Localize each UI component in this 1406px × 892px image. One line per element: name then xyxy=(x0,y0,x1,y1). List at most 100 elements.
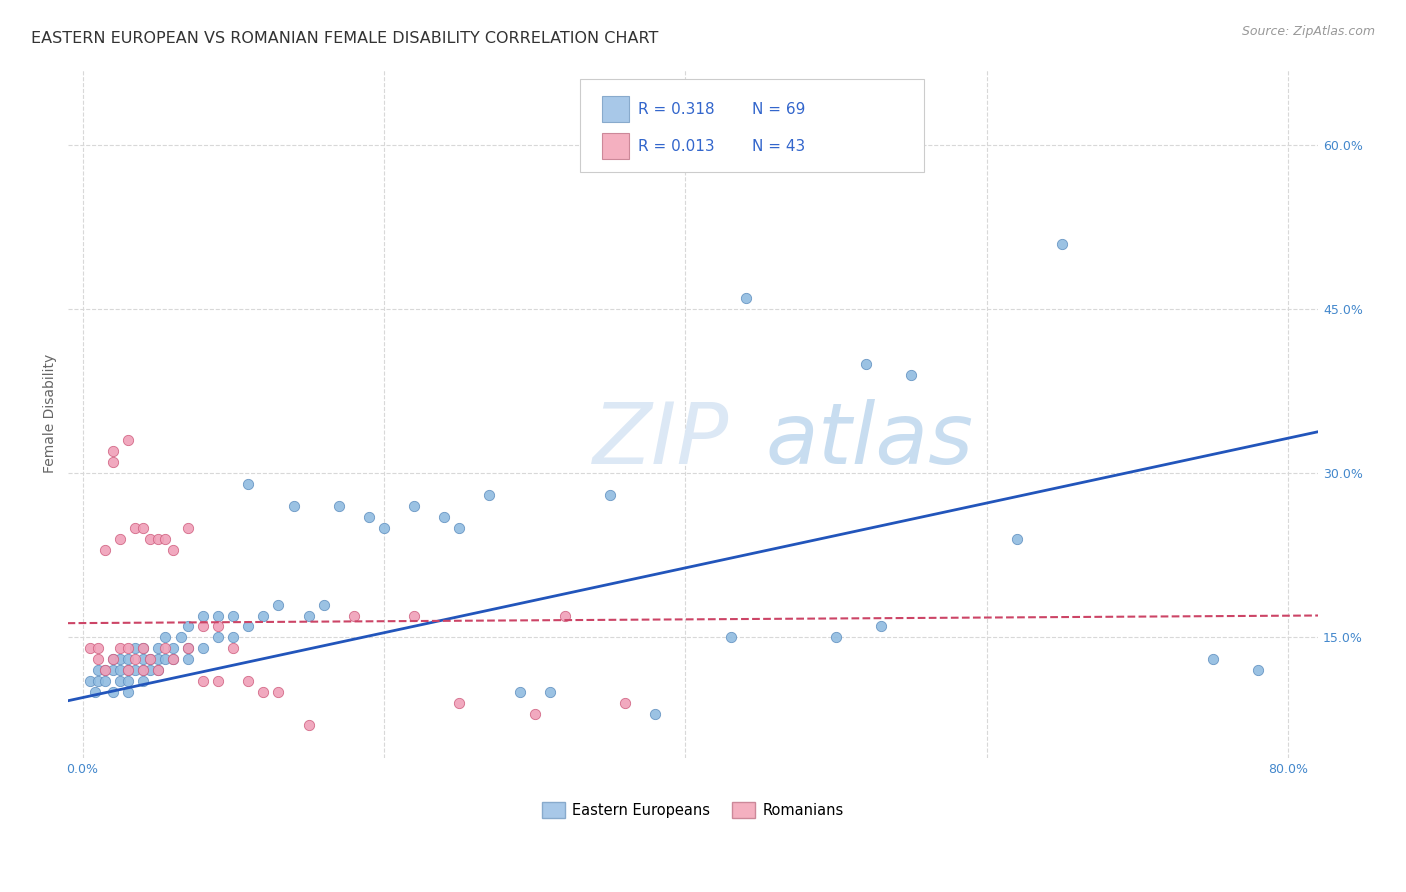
Point xyxy=(720,631,742,645)
Point xyxy=(207,608,229,623)
Point xyxy=(191,619,214,633)
Point xyxy=(1201,652,1223,666)
Point xyxy=(132,641,155,656)
FancyBboxPatch shape xyxy=(602,96,628,122)
Point xyxy=(101,685,124,699)
Point xyxy=(191,608,214,623)
Point xyxy=(177,641,200,656)
Point xyxy=(900,368,922,382)
Point xyxy=(191,674,214,689)
Point xyxy=(146,641,169,656)
Point xyxy=(101,652,124,666)
Point xyxy=(155,532,177,546)
Point xyxy=(825,631,848,645)
Point xyxy=(94,674,117,689)
Point xyxy=(139,532,162,546)
Point xyxy=(404,499,426,513)
Point xyxy=(523,706,546,721)
Point xyxy=(509,685,531,699)
Point xyxy=(110,641,132,656)
Point xyxy=(177,521,200,535)
Point xyxy=(86,674,108,689)
Point xyxy=(101,444,124,458)
Point xyxy=(433,510,456,524)
Point xyxy=(146,663,169,677)
FancyBboxPatch shape xyxy=(602,133,628,160)
Point xyxy=(644,706,666,721)
Point xyxy=(343,608,366,623)
Point xyxy=(117,434,139,448)
Point xyxy=(132,652,155,666)
Text: R = 0.318: R = 0.318 xyxy=(638,102,714,117)
Point xyxy=(132,641,155,656)
Point xyxy=(146,532,169,546)
Point xyxy=(155,631,177,645)
Point xyxy=(117,674,139,689)
FancyBboxPatch shape xyxy=(581,78,924,172)
Point xyxy=(855,357,877,371)
Point xyxy=(404,608,426,623)
Point xyxy=(538,685,561,699)
Point xyxy=(298,718,321,732)
Text: N = 43: N = 43 xyxy=(752,139,804,154)
Point xyxy=(238,674,260,689)
Point xyxy=(117,685,139,699)
Point xyxy=(252,685,274,699)
Point xyxy=(207,674,229,689)
Text: atlas: atlas xyxy=(765,400,973,483)
Point xyxy=(132,674,155,689)
Point xyxy=(267,685,290,699)
Text: R = 0.013: R = 0.013 xyxy=(638,139,714,154)
Point xyxy=(614,696,637,710)
Point xyxy=(222,641,245,656)
Point xyxy=(86,641,108,656)
Point xyxy=(124,663,146,677)
Point xyxy=(1247,663,1270,677)
Point xyxy=(478,488,501,502)
Point xyxy=(169,631,191,645)
Point xyxy=(207,631,229,645)
Point xyxy=(155,652,177,666)
Point xyxy=(162,652,184,666)
Point xyxy=(110,532,132,546)
Point xyxy=(449,696,471,710)
Text: EASTERN EUROPEAN VS ROMANIAN FEMALE DISABILITY CORRELATION CHART: EASTERN EUROPEAN VS ROMANIAN FEMALE DISA… xyxy=(31,31,658,46)
Point xyxy=(124,521,146,535)
Point xyxy=(177,619,200,633)
Point xyxy=(110,663,132,677)
Point xyxy=(86,663,108,677)
Point xyxy=(222,608,245,623)
Legend: Eastern Europeans, Romanians: Eastern Europeans, Romanians xyxy=(536,796,849,823)
Point xyxy=(101,663,124,677)
Point xyxy=(1050,236,1073,251)
Point xyxy=(117,641,139,656)
Point xyxy=(139,663,162,677)
Point xyxy=(124,652,146,666)
Text: ZIP: ZIP xyxy=(593,400,730,483)
Point xyxy=(252,608,274,623)
Text: Source: ZipAtlas.com: Source: ZipAtlas.com xyxy=(1241,25,1375,38)
Point xyxy=(86,652,108,666)
Point xyxy=(101,455,124,469)
Point xyxy=(146,652,169,666)
Point xyxy=(132,663,155,677)
Point xyxy=(328,499,350,513)
Point xyxy=(283,499,305,513)
Point xyxy=(267,598,290,612)
Point xyxy=(110,674,132,689)
Point xyxy=(139,652,162,666)
Point xyxy=(734,291,756,305)
Point xyxy=(599,488,621,502)
Point xyxy=(177,641,200,656)
Point xyxy=(238,619,260,633)
Point xyxy=(132,521,155,535)
Point xyxy=(155,641,177,656)
Point xyxy=(191,641,214,656)
Point xyxy=(117,663,139,677)
Point xyxy=(554,608,576,623)
Point xyxy=(83,685,105,699)
Point xyxy=(207,619,229,633)
Point xyxy=(222,631,245,645)
Point xyxy=(146,663,169,677)
Point xyxy=(117,663,139,677)
